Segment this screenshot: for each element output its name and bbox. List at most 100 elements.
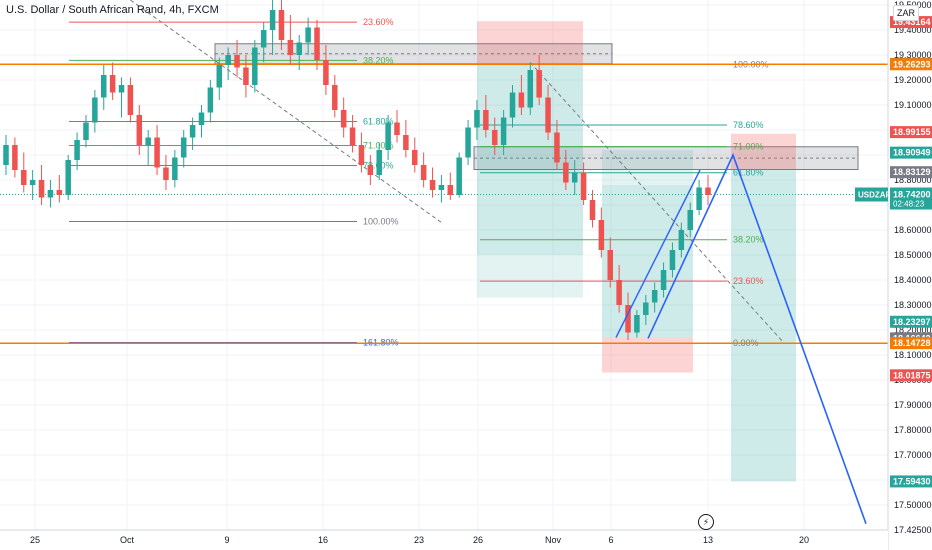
price-tag-text: 18.01875 — [893, 370, 931, 380]
price-tag: 18.14728 — [890, 337, 932, 350]
candle — [403, 120, 409, 158]
symbol-tag-text: USDZAR — [858, 191, 892, 200]
currency-button[interactable]: ZAR — [893, 5, 919, 21]
candle-body — [634, 315, 640, 333]
candle-body — [243, 67, 249, 85]
y-tick-label: 17.90000 — [894, 400, 932, 410]
candle — [509, 85, 516, 128]
candle-body — [189, 125, 196, 138]
candle — [571, 160, 578, 195]
price-tag-bg — [890, 315, 932, 328]
price-tag-bg — [890, 58, 932, 71]
y-tick-label: 19.20000 — [894, 75, 932, 85]
drawing-zones — [214, 21, 859, 482]
candle — [634, 310, 640, 338]
candle — [465, 120, 471, 165]
candle-body — [367, 165, 374, 175]
candle-body — [385, 122, 391, 150]
candle-body — [394, 122, 400, 135]
price-tag: 17.59430 — [890, 475, 932, 488]
candle-body — [225, 55, 231, 65]
candle — [385, 115, 391, 160]
price-tag-text: 18.14728 — [893, 338, 931, 348]
candle-body — [100, 75, 107, 98]
y-tick-label: 17.80000 — [894, 425, 932, 435]
time-axis[interactable]: 25 Oct 9 16 23 26 Nov 6 13 20 — [0, 529, 888, 550]
candle-body — [412, 150, 418, 165]
fib-left-label: 61.80% — [363, 116, 394, 126]
candle — [518, 75, 525, 115]
candle — [74, 132, 80, 170]
candle-body — [172, 157, 178, 180]
candle-body — [358, 145, 365, 165]
candle — [145, 130, 151, 165]
candle-body — [687, 210, 693, 230]
candle-body — [38, 180, 45, 198]
y-tick-label: 17.50000 — [894, 500, 932, 510]
y-tick-label: 17.70000 — [894, 450, 932, 460]
fib-left-label: 71.00% — [363, 141, 394, 151]
candle-body — [518, 92, 525, 108]
price-tag: 18.01875 — [890, 369, 932, 382]
projection-trendline — [615, 169, 701, 338]
x-tick-label: Nov — [545, 535, 562, 545]
price-tag-bg — [890, 146, 932, 159]
fib-right-label: 61.80% — [733, 168, 764, 178]
candle-body — [571, 172, 578, 183]
candle-body — [545, 97, 551, 133]
candle — [483, 95, 489, 138]
candle — [376, 142, 382, 180]
candle-body — [349, 127, 356, 145]
candle-body — [260, 30, 267, 48]
candle — [696, 180, 702, 215]
candle-body — [509, 92, 516, 118]
candle-body — [198, 112, 205, 125]
lightning-icon[interactable]: ⚡ — [698, 514, 714, 530]
x-tick-label: Oct — [120, 535, 135, 545]
price-tag-bg — [890, 369, 932, 382]
candle — [625, 292, 631, 340]
candle-body — [696, 187, 702, 210]
y-tick-label: 18.60000 — [894, 225, 932, 235]
price-tag-bg — [890, 126, 932, 139]
candle — [12, 137, 18, 178]
candle-body — [323, 60, 329, 85]
candle — [412, 137, 418, 173]
candle-body — [12, 145, 18, 170]
candle — [429, 167, 436, 198]
candle-body — [429, 180, 436, 190]
x-tick-label: 9 — [224, 535, 229, 545]
candle — [589, 190, 596, 228]
fib-left-label: 38.20% — [363, 55, 394, 65]
x-tick-label: 26 — [473, 535, 483, 545]
fib-right-label: 78.60% — [733, 120, 764, 130]
candle — [180, 130, 187, 168]
fib-right-label: 71.00% — [733, 142, 764, 152]
candle — [47, 180, 54, 208]
y-tick-label: 18.10000 — [894, 350, 932, 360]
candle — [705, 175, 711, 205]
x-tick-label: 6 — [608, 535, 613, 545]
candle — [358, 132, 365, 173]
candle-body — [145, 137, 151, 145]
candle — [554, 120, 560, 170]
take-profit-zone — [731, 170, 796, 482]
candle — [394, 110, 400, 143]
candle — [65, 155, 71, 200]
price-tag-text: 18.23297 — [893, 317, 931, 327]
candle — [340, 97, 347, 138]
candle-body — [118, 85, 125, 93]
candle — [438, 175, 445, 203]
price-axis[interactable]: 19.5000019.4000019.3000019.2000019.10000… — [855, 0, 932, 550]
candle — [163, 155, 169, 190]
candle — [252, 40, 258, 93]
horizontal-levels — [0, 63, 888, 344]
candle — [580, 162, 587, 205]
candle-body — [305, 27, 311, 43]
candle-body — [580, 172, 587, 200]
candle — [474, 100, 480, 140]
candle-body — [607, 250, 614, 280]
candle — [607, 237, 614, 288]
